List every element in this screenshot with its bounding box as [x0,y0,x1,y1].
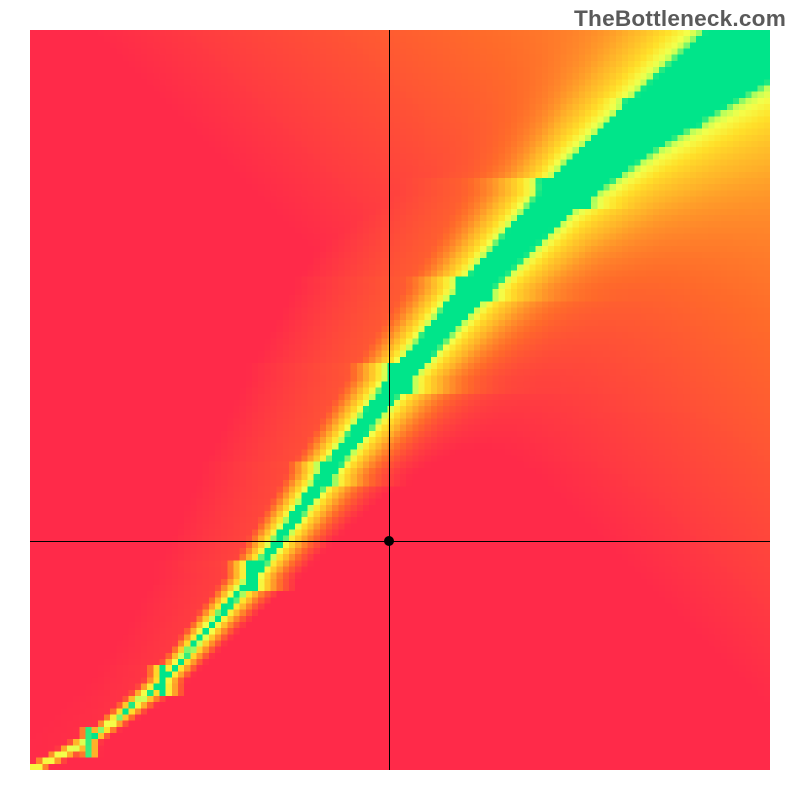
figure-container: TheBottleneck.com [0,0,800,800]
bottleneck-heatmap [30,30,770,770]
watermark-text: TheBottleneck.com [574,6,786,32]
